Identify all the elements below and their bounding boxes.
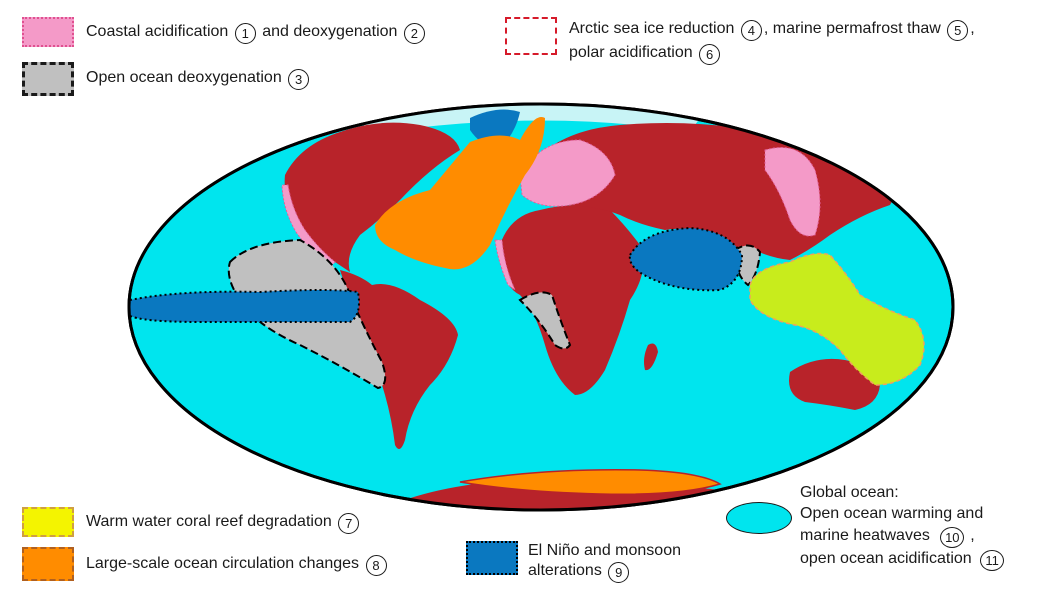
land-africa	[500, 205, 644, 395]
legend-coral-text: Warm water coral reef degradation	[86, 513, 332, 530]
enso-swatch	[466, 541, 518, 575]
legend-coastal-text1: Coastal acidification	[86, 23, 229, 40]
number-badge-4: 4	[740, 20, 762, 41]
number-badge-7: 7	[338, 513, 360, 534]
legend-global-line1: Open ocean warming and	[800, 505, 984, 522]
coastal-zone-europe	[519, 139, 616, 207]
deox-swatch	[22, 62, 74, 96]
land-south-america	[340, 270, 458, 449]
legend-arctic-text3: ,	[970, 20, 975, 37]
legend-enso-line1: El Niño and monsoon	[528, 542, 681, 559]
number-badge-11: 11	[980, 550, 1005, 571]
legend-enso: El Niño and monsoon alterations 9	[466, 541, 681, 583]
legend-coral: Warm water coral reef degradation 7	[22, 507, 361, 537]
legend-global-line2-tail: ,	[970, 527, 975, 544]
enso-indian-monsoon	[628, 226, 744, 292]
number-badge-8: 8	[365, 555, 387, 576]
legend-global-line3-text: open ocean acidification	[800, 550, 972, 567]
legend-coral-label: Warm water coral reef degradation 7	[86, 512, 361, 534]
coastal-zone-africa	[494, 239, 517, 292]
deox-benguela	[518, 291, 572, 350]
legend-coastal: Coastal acidification 1 and deoxygenatio…	[22, 17, 427, 47]
legend-global-title: Global ocean:	[800, 484, 899, 501]
legend-arctic-text4: polar acidification	[569, 44, 693, 61]
coastal-swatch	[22, 17, 74, 47]
land-madagascar	[644, 343, 658, 371]
enso-pacific	[129, 289, 360, 324]
number-badge-2: 2	[403, 23, 425, 44]
arctic-ice	[360, 104, 700, 134]
land-north-america	[284, 122, 460, 273]
number-badge-1: 1	[234, 23, 256, 44]
legend-arctic: Arctic sea ice reduction 4, marine perma…	[505, 17, 975, 65]
legend-coastal-text2: and deoxygenation	[262, 23, 398, 40]
legend-arctic-text2: , marine permafrost thaw	[763, 20, 941, 37]
circulation-southern-ocean	[459, 469, 722, 496]
coral-swatch	[22, 507, 74, 537]
legend-arctic-text1: Arctic sea ice reduction	[569, 20, 735, 37]
legend-global-line3: open ocean acidification 11	[800, 548, 1006, 571]
legend-open-deox-label: Open ocean deoxygenation 3	[86, 68, 311, 90]
number-badge-3: 3	[288, 69, 310, 90]
legend-enso-label: El Niño and monsoon alterations 9	[528, 541, 681, 583]
number-badge-5: 5	[947, 20, 969, 41]
number-badge-9: 9	[608, 562, 630, 583]
legend-global-line2-text: marine heatwaves	[800, 527, 930, 544]
legend-open-deox: Open ocean deoxygenation 3	[22, 62, 311, 96]
legend-circulation-text: Large-scale ocean circulation changes	[86, 555, 360, 572]
land-australia	[789, 358, 880, 410]
legend-arctic-label: Arctic sea ice reduction 4, marine perma…	[569, 19, 975, 65]
arctic-swatch	[505, 17, 557, 55]
legend-open-deox-text: Open ocean deoxygenation	[86, 69, 282, 86]
legend-global-swatch	[726, 502, 792, 534]
circulation-atlantic	[375, 116, 545, 270]
legend-circulation-label: Large-scale ocean circulation changes 8	[86, 554, 389, 576]
number-badge-6: 6	[699, 44, 721, 65]
circulation-swatch	[22, 547, 74, 581]
legend-global-line2: marine heatwaves 10,	[800, 525, 975, 548]
coral-indo-pacific	[749, 252, 925, 386]
number-badge-10: 10	[940, 527, 965, 548]
legend-coastal-label: Coastal acidification 1 and deoxygenatio…	[86, 22, 427, 44]
legend-enso-line2: alterations	[528, 562, 602, 579]
coastal-zone-east-asia	[764, 147, 821, 237]
legend-circulation: Large-scale ocean circulation changes 8	[22, 547, 389, 581]
